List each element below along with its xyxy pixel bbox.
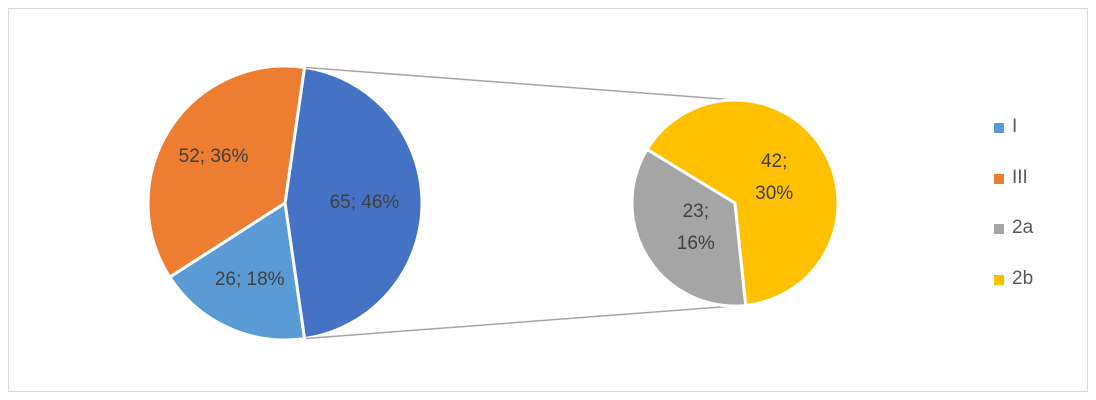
pie-slice	[630, 147, 748, 308]
legend-swatch	[994, 275, 1004, 286]
pie-slice	[283, 65, 424, 341]
legend-swatch	[994, 173, 1004, 184]
data-label: 23; 16%	[676, 200, 715, 254]
legend-swatch	[994, 224, 1004, 235]
data-label: 65; 46%	[329, 192, 400, 213]
legend-label: III	[1012, 166, 1028, 188]
legend-label: I	[1012, 116, 1018, 137]
connector-line	[304, 66, 736, 101]
pie-slice	[146, 64, 307, 280]
data-label: 42; 30%	[755, 151, 794, 205]
data-label: 52; 36%	[178, 146, 249, 168]
pie-slice	[167, 200, 307, 342]
legend-label: 2a	[1012, 217, 1034, 239]
legend-swatch	[994, 123, 1004, 133]
legend-label: 2b	[1012, 268, 1034, 290]
data-label: 26; 18%	[214, 269, 285, 291]
connector-line	[304, 304, 748, 340]
pie-slice	[645, 98, 840, 308]
